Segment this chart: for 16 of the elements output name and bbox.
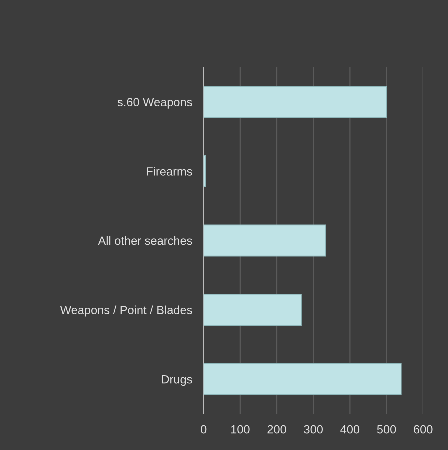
- bar: [204, 294, 302, 326]
- x-tick-label: 0: [201, 425, 207, 434]
- x-tick-label: 300: [304, 425, 323, 434]
- bar: [204, 86, 388, 118]
- y-tick-label: All other searches: [98, 236, 192, 246]
- x-tick-label: 600: [414, 425, 433, 434]
- x-tick-label: 400: [340, 425, 360, 434]
- bar: [204, 363, 402, 396]
- x-tick-label: 500: [377, 425, 396, 434]
- x-tick-label: 200: [268, 425, 286, 434]
- x-tick-label: 100: [231, 425, 250, 434]
- y-tick-label: Firearms: [147, 167, 192, 176]
- y-tick-label: s.60 Weapons: [118, 98, 192, 109]
- y-tick-label: Drugs: [162, 376, 192, 386]
- bar: [204, 224, 326, 257]
- y-tick-label: Weapons / Point / Blades: [60, 306, 192, 317]
